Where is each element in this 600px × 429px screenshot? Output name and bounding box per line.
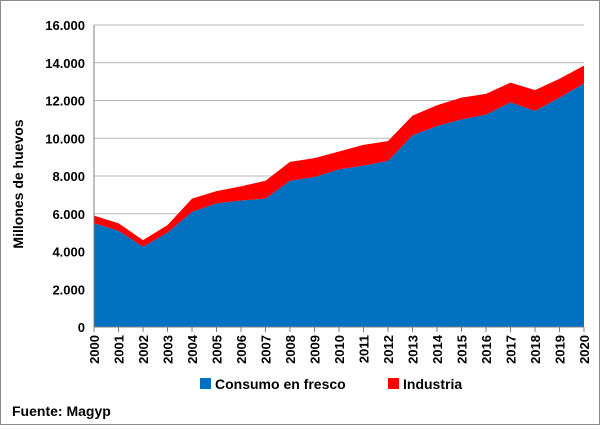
y-tick-label: 6.000 — [52, 207, 85, 222]
x-tick-label: 2016 — [479, 335, 494, 364]
x-tick-label: 2013 — [406, 335, 421, 364]
x-tick-label: 2017 — [504, 335, 519, 364]
legend: Consumo en fresco Industria — [200, 376, 462, 392]
y-tick-label: 12.000 — [45, 94, 85, 109]
x-tick-label: 2008 — [283, 335, 298, 364]
axes — [93, 25, 585, 332]
x-tick-label: 2010 — [332, 335, 347, 364]
x-tick-label: 2000 — [87, 335, 102, 364]
y-tick-labels: 0 2.000 4.000 6.000 8.000 10.000 12.000 14.000 1… — [45, 18, 85, 335]
legend-swatch — [200, 378, 211, 389]
x-tick-label: 2004 — [185, 334, 200, 364]
x-tick-label: 2005 — [210, 335, 225, 364]
legend-label: Industria — [403, 376, 462, 392]
y-tick-label: 10.000 — [45, 131, 85, 146]
y-tick-label: 4.000 — [52, 245, 85, 260]
legend-label: Consumo en fresco — [215, 376, 346, 392]
x-tick-label: 2003 — [161, 335, 176, 364]
area-series-industria — [94, 65, 584, 247]
x-tick-label: 2001 — [112, 335, 127, 364]
legend-swatch — [388, 378, 399, 389]
x-tick-label: 2019 — [553, 335, 568, 364]
x-tick-label: 2018 — [528, 335, 543, 364]
y-tick-label: 14.000 — [45, 56, 85, 71]
y-tick-label: 16.000 — [45, 18, 85, 33]
x-tick-label: 2012 — [381, 335, 396, 364]
x-tick-label: 2011 — [357, 335, 372, 363]
x-tick-label: 2009 — [308, 335, 323, 364]
x-tick-label: 2002 — [136, 335, 151, 364]
stacked-areas — [94, 65, 584, 327]
x-tick-label: 2014 — [430, 334, 445, 364]
y-tick-label: 0 — [78, 320, 85, 335]
source-note: Fuente: Magyp — [12, 403, 111, 419]
x-tick-label: 2006 — [234, 335, 249, 364]
x-tick-labels: 2000 2001 2002 2003 2004 2005 2006 2007 2008 2009… — [87, 334, 592, 364]
area-series-consumo-en-fresco — [94, 83, 584, 327]
x-tick-label: 2020 — [577, 335, 592, 364]
x-tick-label: 2007 — [259, 335, 274, 364]
x-tick-label: 2015 — [455, 335, 470, 364]
y-tick-label: 2.000 — [52, 282, 85, 297]
y-axis-label: Millones de huevos — [10, 119, 26, 248]
y-tick-label: 8.000 — [52, 169, 85, 184]
